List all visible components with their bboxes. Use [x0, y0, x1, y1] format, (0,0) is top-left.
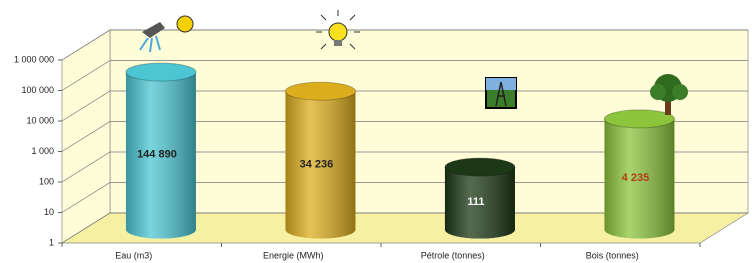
chart: 1 10 100 1 000 10 000 100 000 1 000 000 144 89…	[0, 0, 752, 263]
cylinder-top	[604, 110, 674, 128]
cylinder-top	[445, 158, 515, 176]
value-label: 4 235	[622, 172, 650, 184]
y-tick-label: 100	[39, 176, 54, 186]
icon-oil	[486, 78, 516, 108]
value-label: 34 236	[300, 158, 334, 170]
x-tick-label: Energie (MWh)	[263, 250, 324, 260]
cylinder: 4 235	[604, 110, 674, 239]
cylinder: 34 236	[285, 82, 355, 238]
cylinder: 144 890	[126, 63, 196, 238]
y-tick-label: 1 000 000	[14, 54, 54, 64]
x-tick-label: Bois (tonnes)	[586, 250, 639, 260]
y-tick-label: 100 000	[21, 85, 54, 95]
y-tick-label: 1 000	[31, 146, 54, 156]
cylinder-top	[285, 82, 355, 100]
cylinder-top	[126, 63, 196, 81]
y-tick-label: 1	[49, 237, 54, 247]
x-tick-label: Pétrole (tonnes)	[421, 250, 485, 260]
value-label: 111	[467, 196, 484, 208]
y-tick-label: 10 000	[26, 115, 54, 125]
value-label: 144 890	[137, 149, 177, 161]
cylinder: 111	[445, 158, 515, 238]
x-tick-label: Eau (m3)	[115, 250, 152, 260]
y-tick-label: 10	[44, 207, 54, 217]
